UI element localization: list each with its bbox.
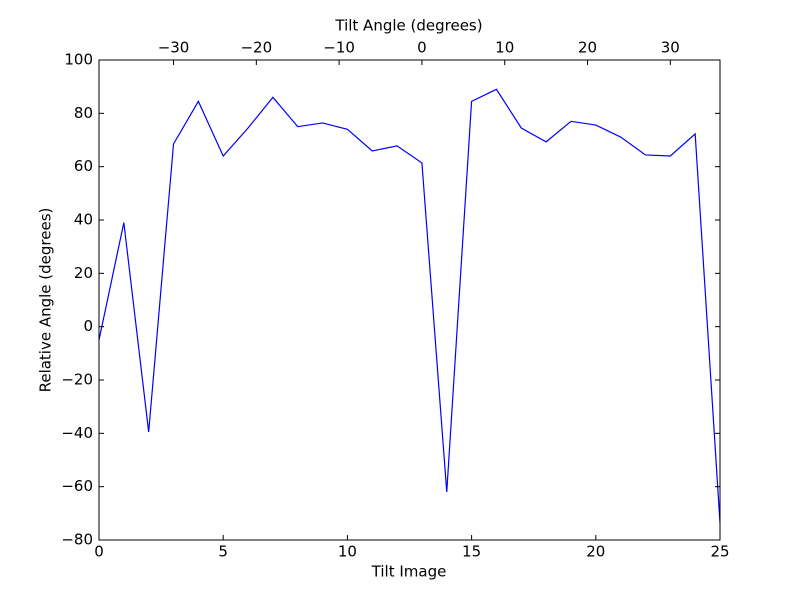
x2-tick-label: 10 bbox=[495, 39, 514, 57]
y-tick-label: 20 bbox=[74, 264, 93, 282]
y-tick-label: 60 bbox=[74, 157, 93, 175]
x-tick-label: 15 bbox=[462, 543, 481, 561]
y-axis-label: Relative Angle (degrees) bbox=[37, 208, 55, 393]
data-line bbox=[98, 88, 721, 523]
x-tick-label: 5 bbox=[218, 543, 228, 561]
y-tick-label: 40 bbox=[74, 211, 93, 229]
y-tick-label: −20 bbox=[61, 371, 93, 389]
y-tick-label: −60 bbox=[61, 477, 93, 495]
y-tick-label: −40 bbox=[61, 424, 93, 442]
x-tick-label: 0 bbox=[94, 543, 104, 561]
x-tick-label: 25 bbox=[710, 543, 729, 561]
x2-tick-label: 30 bbox=[661, 39, 680, 57]
plot-frame bbox=[98, 59, 721, 541]
y-tick-label: −80 bbox=[61, 531, 93, 549]
x-axis-label: Tilt Image bbox=[371, 563, 447, 581]
y-tick-label: 100 bbox=[64, 51, 93, 69]
y-tick-label: 0 bbox=[83, 317, 93, 335]
x2-tick-label: 20 bbox=[578, 39, 597, 57]
x2-tick-label: −10 bbox=[323, 39, 355, 57]
x2-tick-label: −30 bbox=[158, 39, 190, 57]
x-tick-label: 20 bbox=[586, 543, 605, 561]
y-tick-label: 80 bbox=[74, 104, 93, 122]
x-tick-label: 10 bbox=[338, 543, 357, 561]
x2-axis-label: Tilt Angle (degrees) bbox=[334, 17, 482, 35]
x2-tick-label: 0 bbox=[417, 39, 427, 57]
x2-tick-label: −20 bbox=[240, 39, 272, 57]
